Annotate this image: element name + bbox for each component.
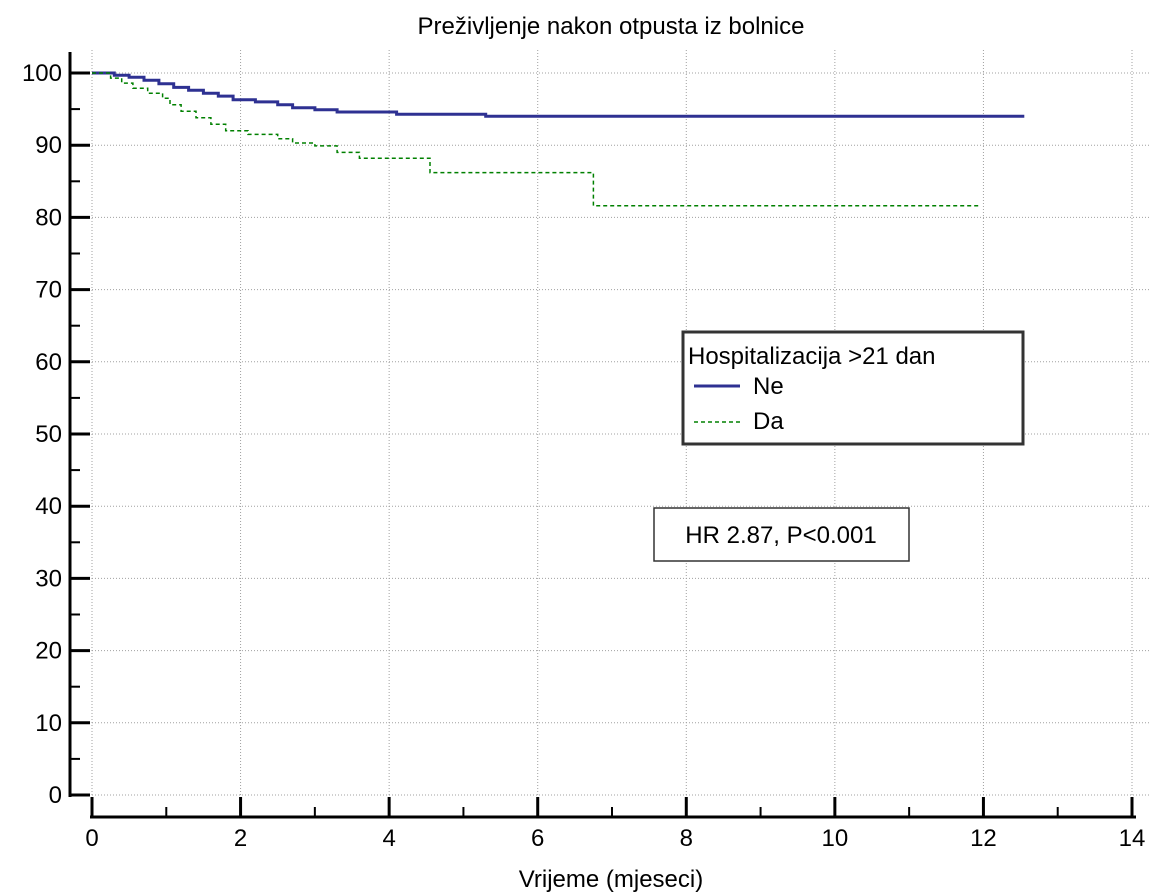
chart-title: Preživljenje nakon otpusta iz bolnice [418,13,805,40]
x-tick-label-12: 12 [970,825,997,852]
y-tick-label-80: 80 [35,204,62,231]
y-tick-label-0: 0 [49,782,62,809]
x-axis-label: Vrijeme (mjeseci) [519,866,703,893]
x-tick-label-14: 14 [1119,825,1146,852]
series-line-ne [92,71,1025,118]
y-tick-label-30: 30 [35,565,62,592]
y-tick-label-90: 90 [35,132,62,159]
hazard-ratio-annotation: HR 2.87, P<0.001 [653,507,910,562]
y-tick-label-70: 70 [35,277,62,304]
y-tick-label-50: 50 [35,421,62,448]
legend: Hospitalizacija >21 dan Ne Da [681,330,1025,446]
x-tick-label-8: 8 [680,825,693,852]
y-tick-label-10: 10 [35,710,62,737]
y-tick-label-100: 100 [22,60,62,87]
x-tick-label-0: 0 [85,825,98,852]
legend-title: Hospitalizacija >21 dan [688,343,936,370]
annotation-text: HR 2.87, P<0.001 [685,522,876,549]
series-line-da [92,72,980,207]
series-lines [92,71,1025,207]
y-tick-label-40: 40 [35,493,62,520]
y-tick-label-20: 20 [35,638,62,665]
x-tick-label-10: 10 [822,825,849,852]
x-axis-ticks: 0 2 4 6 8 10 12 14 [85,797,1145,852]
legend-label-ne: Ne [753,373,784,400]
annotation-box [653,507,910,562]
y-axis-ticks: 0 10 20 30 40 50 60 70 80 90 100 [22,60,90,809]
x-tick-label-4: 4 [382,825,395,852]
x-tick-label-2: 2 [234,825,247,852]
legend-box [681,330,1025,446]
x-tick-label-6: 6 [531,825,544,852]
y-tick-label-60: 60 [35,349,62,376]
legend-label-da: Da [753,408,784,435]
